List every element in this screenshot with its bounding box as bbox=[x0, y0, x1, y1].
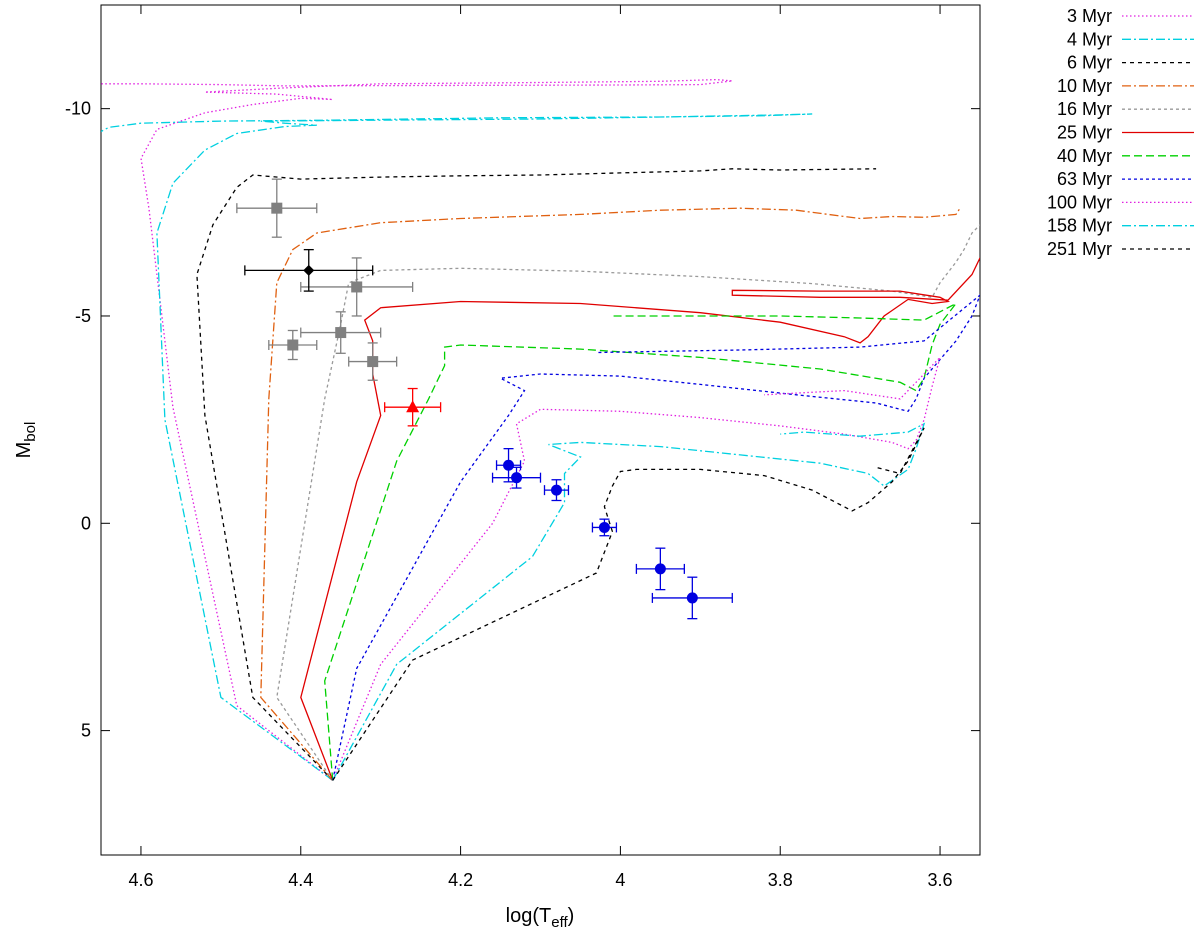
y-tick-label: 0 bbox=[81, 513, 91, 533]
square-marker bbox=[271, 202, 283, 214]
legend-label: 16 Myr bbox=[1057, 99, 1112, 119]
series-line-40-myr bbox=[324, 302, 957, 781]
series-line-4-myr bbox=[101, 113, 813, 781]
data-point-circle bbox=[495, 448, 522, 483]
x-tick-label: 4 bbox=[615, 870, 625, 890]
legend-label: 4 Myr bbox=[1067, 29, 1112, 49]
series-line-6-myr bbox=[196, 168, 877, 781]
data-point-square bbox=[300, 257, 414, 317]
x-tick-label: 3.6 bbox=[928, 870, 953, 890]
data-point-square bbox=[348, 342, 398, 381]
diamond-marker bbox=[303, 264, 315, 276]
legend-item: 251 Myr bbox=[1047, 239, 1194, 259]
legend-label: 6 Myr bbox=[1067, 53, 1112, 73]
data-point-square bbox=[236, 178, 318, 238]
data-point-circle bbox=[635, 547, 685, 591]
triangle-marker bbox=[406, 400, 420, 413]
square-marker bbox=[351, 281, 363, 293]
circle-marker bbox=[598, 521, 610, 533]
square-marker bbox=[367, 356, 379, 368]
circle-marker bbox=[511, 472, 523, 484]
circle-marker bbox=[503, 459, 515, 471]
data-point-triangle bbox=[384, 387, 442, 427]
data-point-circle bbox=[543, 479, 570, 502]
legend-label: 40 Myr bbox=[1057, 146, 1112, 166]
x-tick-label: 3.8 bbox=[768, 870, 793, 890]
data-point-diamond bbox=[244, 248, 374, 292]
legend-label: 63 Myr bbox=[1057, 169, 1112, 189]
y-tick-label: 5 bbox=[81, 721, 91, 741]
circle-marker bbox=[654, 563, 666, 575]
y-tick-label: -5 bbox=[75, 306, 91, 326]
x-tick-label: 4.6 bbox=[128, 870, 153, 890]
legend: 3 Myr 4 Myr 6 Myr 10 Myr 16 Myr 25 Myr 40 Myr 6… bbox=[1047, 6, 1194, 259]
x-tick-label: 4.4 bbox=[288, 870, 313, 890]
isochrone-series bbox=[101, 78, 980, 781]
data-point-circle bbox=[491, 466, 542, 489]
legend-item: 4 Myr bbox=[1067, 29, 1194, 49]
data-points bbox=[236, 178, 733, 620]
legend-item: 100 Myr bbox=[1047, 192, 1194, 212]
series-line-10-myr bbox=[260, 207, 961, 781]
circle-marker bbox=[686, 592, 698, 604]
y-tick-label: -10 bbox=[65, 99, 91, 119]
legend-label: 158 Myr bbox=[1047, 216, 1112, 236]
axis-ticks: 4.6 4.4 4.2 4 3.8 3.6 -10 -5 0 5 bbox=[65, 5, 980, 890]
series-line-251-myr bbox=[332, 427, 925, 781]
series-line-158-myr bbox=[332, 422, 926, 781]
y-axis-title: Mbol bbox=[13, 422, 39, 459]
square-marker bbox=[287, 339, 299, 351]
legend-item: 16 Myr bbox=[1057, 99, 1194, 119]
legend-label: 25 Myr bbox=[1057, 123, 1112, 143]
data-point-square bbox=[300, 311, 382, 354]
data-point-circle bbox=[591, 518, 618, 537]
legend-label: 10 Myr bbox=[1057, 76, 1112, 96]
legend-label: 100 Myr bbox=[1047, 192, 1112, 212]
x-tick-label: 4.2 bbox=[448, 870, 473, 890]
series-line-63-myr bbox=[332, 294, 980, 781]
plot-frame bbox=[100, 4, 981, 856]
circle-marker bbox=[550, 484, 562, 496]
legend-item: 63 Myr bbox=[1057, 169, 1194, 189]
legend-label: 3 Myr bbox=[1067, 6, 1112, 26]
legend-item: 158 Myr bbox=[1047, 216, 1194, 236]
legend-item: 6 Myr bbox=[1067, 53, 1194, 73]
legend-item: 3 Myr bbox=[1067, 6, 1194, 26]
legend-item: 40 Myr bbox=[1057, 146, 1194, 166]
series-line-3-myr bbox=[101, 78, 733, 781]
x-axis-title: log(Teff) bbox=[506, 905, 575, 931]
legend-item: 25 Myr bbox=[1057, 123, 1194, 143]
data-point-circle bbox=[651, 576, 733, 620]
legend-label: 251 Myr bbox=[1047, 239, 1112, 259]
legend-item: 10 Myr bbox=[1057, 76, 1194, 96]
data-point-square bbox=[268, 329, 318, 361]
series-line-25-myr bbox=[300, 257, 980, 781]
square-marker bbox=[335, 327, 347, 339]
